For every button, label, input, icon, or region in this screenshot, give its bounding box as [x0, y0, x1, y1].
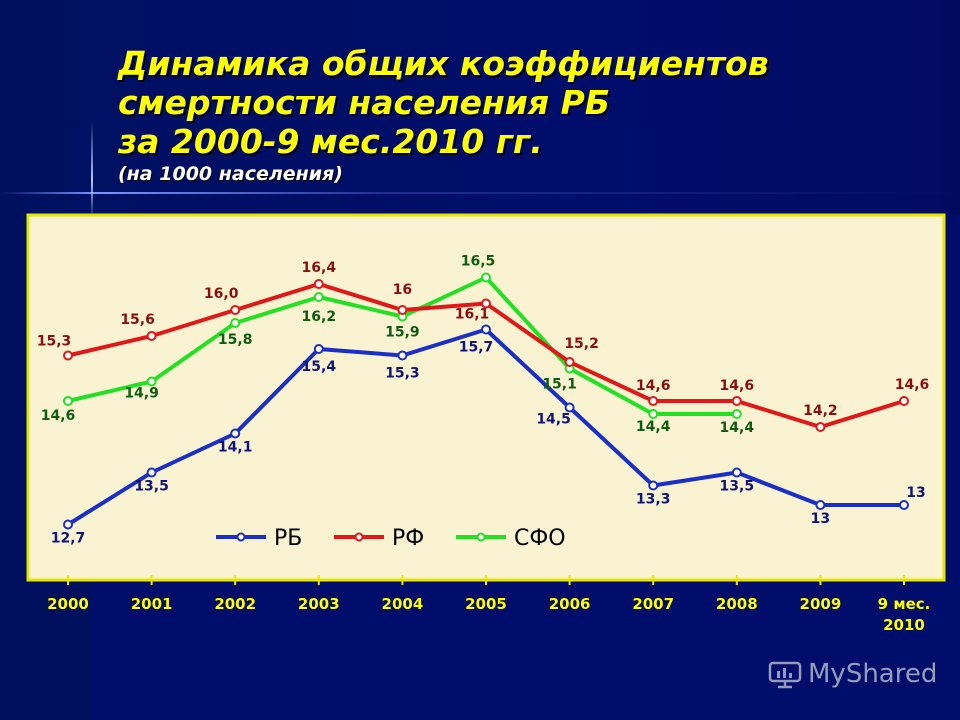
data-label: 14,4 — [636, 419, 671, 435]
x-tick-label: 2009 — [800, 595, 842, 613]
data-point — [63, 350, 73, 361]
x-tick-label: 2006 — [549, 595, 591, 613]
data-label: 15,2 — [564, 336, 599, 352]
presentation-icon — [768, 661, 802, 689]
plot-area — [26, 213, 946, 582]
title-line-2: смертности населения РБ — [118, 83, 610, 122]
data-point — [731, 409, 742, 419]
x-tick-label: 2002 — [214, 595, 256, 613]
data-point — [146, 331, 157, 341]
data-point — [481, 272, 491, 283]
data-label: 14,6 — [636, 378, 671, 394]
data-point — [899, 396, 909, 406]
data-point — [731, 396, 742, 406]
x-tick-label: 2004 — [382, 595, 424, 613]
data-label: 15,1 — [542, 377, 577, 393]
legend-label: РФ — [392, 526, 424, 551]
x-tick-label: 2000 — [47, 595, 89, 613]
data-point — [230, 428, 241, 439]
data-point — [63, 519, 73, 530]
title-line-1: Динамика общих коэффициентов — [118, 44, 769, 83]
data-label: 15,3 — [385, 366, 420, 382]
data-label: 16,1 — [455, 307, 490, 323]
data-label: 15,7 — [459, 340, 494, 356]
data-label: 15,4 — [302, 359, 337, 375]
data-point — [313, 292, 324, 302]
data-point — [313, 279, 324, 289]
decor-vertical-rule — [91, 120, 93, 220]
data-label: 15,8 — [218, 332, 253, 348]
data-point — [648, 480, 659, 491]
data-label: 13,3 — [636, 492, 671, 508]
data-label: 13 — [811, 511, 830, 527]
legend-swatch-marker — [476, 532, 486, 542]
data-label: 14,4 — [720, 420, 755, 436]
data-point — [731, 467, 742, 478]
data-label: 15,6 — [120, 312, 155, 328]
x-tick-label: 2005 — [465, 595, 507, 613]
x-tick-label: 2008 — [716, 595, 758, 613]
data-label: 14,2 — [803, 403, 838, 419]
data-label: 13,5 — [720, 479, 755, 495]
data-point — [397, 350, 408, 361]
data-point — [481, 298, 491, 309]
data-label: 14,5 — [536, 412, 571, 428]
data-label: 16,0 — [204, 286, 239, 302]
slide-subtitle: (на 1000 населения) — [118, 163, 343, 185]
slide-title: Динамика общих коэффициентов смертности … — [118, 44, 918, 161]
decor-horizontal-rule — [0, 192, 960, 194]
data-label: 14,1 — [218, 440, 253, 456]
x-tick-label: 2001 — [131, 595, 173, 613]
data-point — [146, 376, 157, 387]
data-point — [146, 467, 157, 478]
x-tick-label: 2003 — [298, 595, 340, 613]
x-tick-label: 2007 — [632, 595, 674, 613]
data-label: 14,6 — [41, 408, 76, 424]
data-label: 15,3 — [37, 334, 72, 350]
legend-swatch-marker — [236, 532, 246, 542]
data-point — [63, 396, 73, 406]
legend-label: РБ — [274, 526, 302, 551]
data-point — [481, 324, 491, 335]
data-label: 16,2 — [302, 309, 337, 325]
data-point — [564, 357, 575, 367]
data-label: 14,6 — [720, 378, 755, 394]
data-point — [564, 402, 575, 413]
data-label: 13 — [906, 485, 925, 501]
legend-swatch-marker — [354, 532, 364, 542]
data-point — [899, 500, 909, 510]
data-point — [648, 396, 659, 406]
data-label: 16,4 — [302, 260, 337, 276]
data-label: 15,9 — [385, 325, 420, 341]
data-label: 12,7 — [51, 531, 86, 547]
data-point — [313, 344, 324, 354]
title-line-3: за 2000-9 мес.2010 гг. — [118, 122, 543, 161]
data-point — [397, 305, 408, 315]
data-label: 14,9 — [124, 386, 159, 402]
data-label: 16 — [393, 282, 412, 298]
legend-label: СФО — [514, 526, 566, 551]
x-tick-label: 9 мес. 2010 — [878, 595, 931, 634]
data-label: 14,6 — [895, 377, 930, 393]
data-label: 16,5 — [461, 254, 496, 270]
data-label: 13,5 — [134, 479, 169, 495]
watermark-text: MyShared — [808, 659, 938, 689]
watermark: MyShared — [768, 654, 937, 694]
data-point — [230, 318, 241, 328]
data-point — [815, 422, 826, 432]
title-band — [0, 0, 960, 215]
data-point — [815, 500, 826, 510]
data-point — [648, 409, 659, 419]
data-point — [230, 305, 241, 315]
